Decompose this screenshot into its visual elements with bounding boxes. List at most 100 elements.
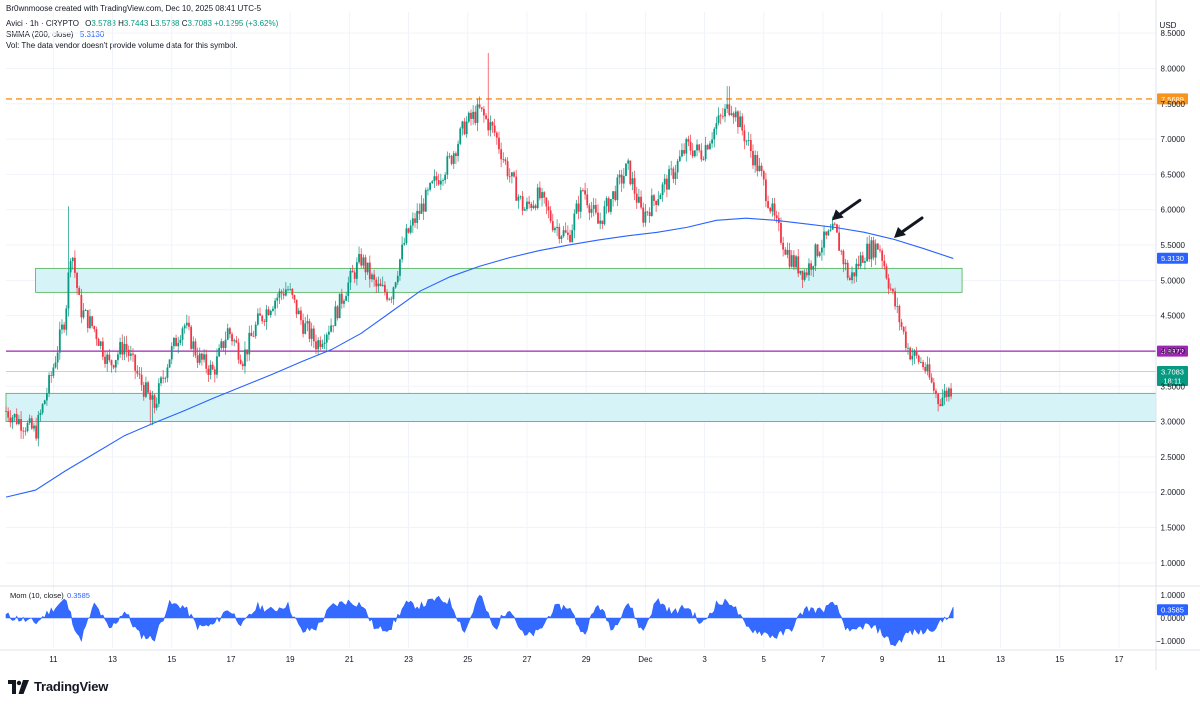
- candle-body: [799, 270, 802, 274]
- momentum-price-text: 0.3585: [1161, 606, 1184, 615]
- candle-body: [638, 196, 640, 203]
- time-tick-label: 11: [49, 655, 58, 664]
- candle-body: [267, 309, 270, 316]
- candle-body: [177, 342, 180, 347]
- candle-body: [868, 243, 871, 260]
- candle-body: [377, 283, 380, 287]
- candle-body: [39, 412, 42, 415]
- candle-body: [631, 178, 634, 185]
- candle-body: [138, 373, 141, 375]
- candle-body: [69, 261, 72, 273]
- candle-body: [687, 139, 690, 142]
- candle-body: [407, 228, 410, 233]
- candle-body: [633, 178, 636, 194]
- candle-body: [773, 203, 776, 216]
- candle-body: [192, 341, 195, 349]
- candle-body: [414, 218, 416, 223]
- price-tick-label: 1.5000: [1161, 524, 1186, 533]
- price-tick-label: 2.0000: [1161, 488, 1186, 497]
- candle-body: [663, 178, 666, 185]
- smma-legend-value: 5.3130: [79, 30, 105, 39]
- candle-body: [63, 324, 66, 330]
- candle-body: [209, 364, 212, 375]
- candle-body: [769, 207, 772, 212]
- candle-body: [91, 316, 94, 327]
- candles: [5, 52, 952, 447]
- candle-body: [760, 165, 763, 172]
- candle-body: [358, 254, 360, 263]
- candle-body: [950, 388, 952, 397]
- candle-body: [272, 308, 274, 311]
- candle-body: [280, 291, 283, 294]
- candle-body: [33, 425, 35, 429]
- candle-body: [792, 255, 795, 268]
- candle-body: [696, 144, 698, 151]
- grid: [6, 12, 1156, 648]
- candle-body: [381, 284, 384, 286]
- candle-body: [575, 203, 578, 214]
- currency-label: USD: [1160, 21, 1177, 30]
- candle-body: [5, 410, 7, 412]
- candle-body: [463, 121, 466, 135]
- arrow-shaft: [838, 198, 862, 216]
- candle-body: [513, 172, 515, 177]
- candle-body: [28, 418, 31, 423]
- candle-body: [422, 203, 425, 212]
- candle-body: [50, 375, 53, 376]
- ohlc-c-label: C: [181, 19, 188, 28]
- candle-body: [198, 353, 201, 363]
- candle-body: [674, 172, 677, 179]
- candle-body: [577, 203, 580, 212]
- orange-dashed-price-tag: [1157, 93, 1188, 105]
- candle-body: [383, 284, 386, 293]
- candle-body: [129, 353, 132, 356]
- purple-price-tag: [1157, 345, 1188, 357]
- upper-zone[interactable]: [35, 267, 963, 293]
- candle-body: [582, 190, 584, 192]
- candle-body: [52, 367, 55, 376]
- candle-body: [13, 414, 16, 418]
- candle-body: [190, 326, 193, 349]
- candle-body: [898, 306, 901, 323]
- candle-body: [319, 340, 322, 347]
- candle-body: [233, 340, 236, 342]
- candle-body: [668, 169, 670, 190]
- candle-body: [336, 306, 339, 319]
- candle-body: [661, 184, 664, 196]
- candle-body: [917, 355, 920, 363]
- candle-body: [758, 165, 761, 172]
- smma-200-line[interactable]: [5, 217, 954, 498]
- candle-body: [627, 160, 630, 164]
- candle-body: [704, 145, 707, 160]
- momentum-area[interactable]: [5, 594, 954, 647]
- candle-body: [599, 220, 602, 224]
- candle-body: [842, 250, 845, 265]
- candle-body: [343, 300, 345, 304]
- tradingview-logo[interactable]: TradingView: [8, 679, 108, 694]
- candle-body: [747, 140, 750, 141]
- candle-body: [928, 364, 931, 378]
- candle-body: [310, 328, 313, 339]
- candle-body: [366, 262, 369, 273]
- candle-body: [814, 244, 817, 267]
- candle-body: [904, 331, 907, 348]
- candle-body: [915, 350, 918, 356]
- candle-body: [947, 388, 950, 397]
- momentum-tick-label: 0.0000: [1161, 614, 1186, 623]
- candle-body: [431, 181, 434, 183]
- time-tick-label: 21: [345, 655, 354, 664]
- candle-body: [584, 190, 586, 195]
- candle-body: [541, 192, 543, 199]
- lower-zone[interactable]: [5, 392, 1157, 422]
- candle-body: [924, 367, 927, 372]
- candle-body: [261, 315, 264, 322]
- candle-body: [61, 324, 63, 330]
- candle-body: [136, 370, 139, 374]
- candle-body: [321, 343, 324, 347]
- candle-body: [876, 243, 879, 250]
- time-tick-label: 29: [582, 655, 591, 664]
- tradingview-wordmark: TradingView: [34, 679, 109, 694]
- candle-body: [330, 325, 332, 332]
- candle-body: [726, 104, 729, 109]
